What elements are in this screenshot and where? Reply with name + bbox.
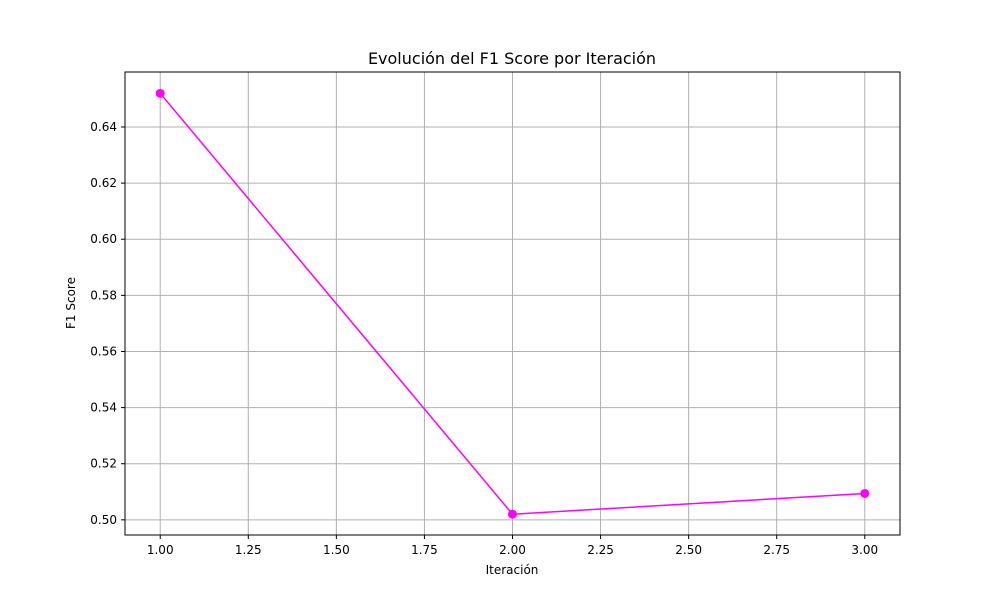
y-tick-label: 0.50	[90, 513, 117, 527]
x-tick-label: 2.00	[499, 543, 526, 557]
x-axis-label: Iteración	[486, 563, 539, 577]
data-point	[155, 88, 165, 98]
y-tick-label: 0.62	[90, 176, 117, 190]
x-tick-label: 1.00	[147, 543, 174, 557]
y-axis-label: F1 Score	[64, 277, 78, 329]
x-tick-label: 2.50	[675, 543, 702, 557]
x-tick-label: 1.50	[323, 543, 350, 557]
y-tick-label: 0.54	[90, 401, 117, 415]
data-point	[508, 509, 517, 519]
y-tick-label: 0.58	[90, 288, 117, 302]
y-tick-label: 0.60	[90, 232, 117, 246]
series-layer	[155, 88, 870, 519]
x-tick-label: 1.75	[411, 543, 438, 557]
y-tick-label: 0.56	[90, 344, 117, 358]
x-tick-label: 3.00	[851, 543, 878, 557]
x-tick-label: 2.75	[763, 543, 790, 557]
x-tick-label: 1.25	[235, 543, 262, 557]
grid	[125, 72, 900, 535]
x-tick-label: 2.25	[587, 543, 614, 557]
y-tick-label: 0.52	[90, 457, 117, 471]
y-axis-ticks: 0.50 0.52 0.54 0.56 0.58 0.60 0.62 0.64	[90, 120, 125, 527]
y-tick-label: 0.64	[90, 120, 117, 134]
data-point	[860, 488, 870, 498]
x-axis-ticks: 1.00 1.25 1.50 1.75 2.00 2.25 2.50 2.75 3.00	[147, 535, 878, 557]
chart-title: Evolución del F1 Score por Iteración	[368, 49, 656, 68]
